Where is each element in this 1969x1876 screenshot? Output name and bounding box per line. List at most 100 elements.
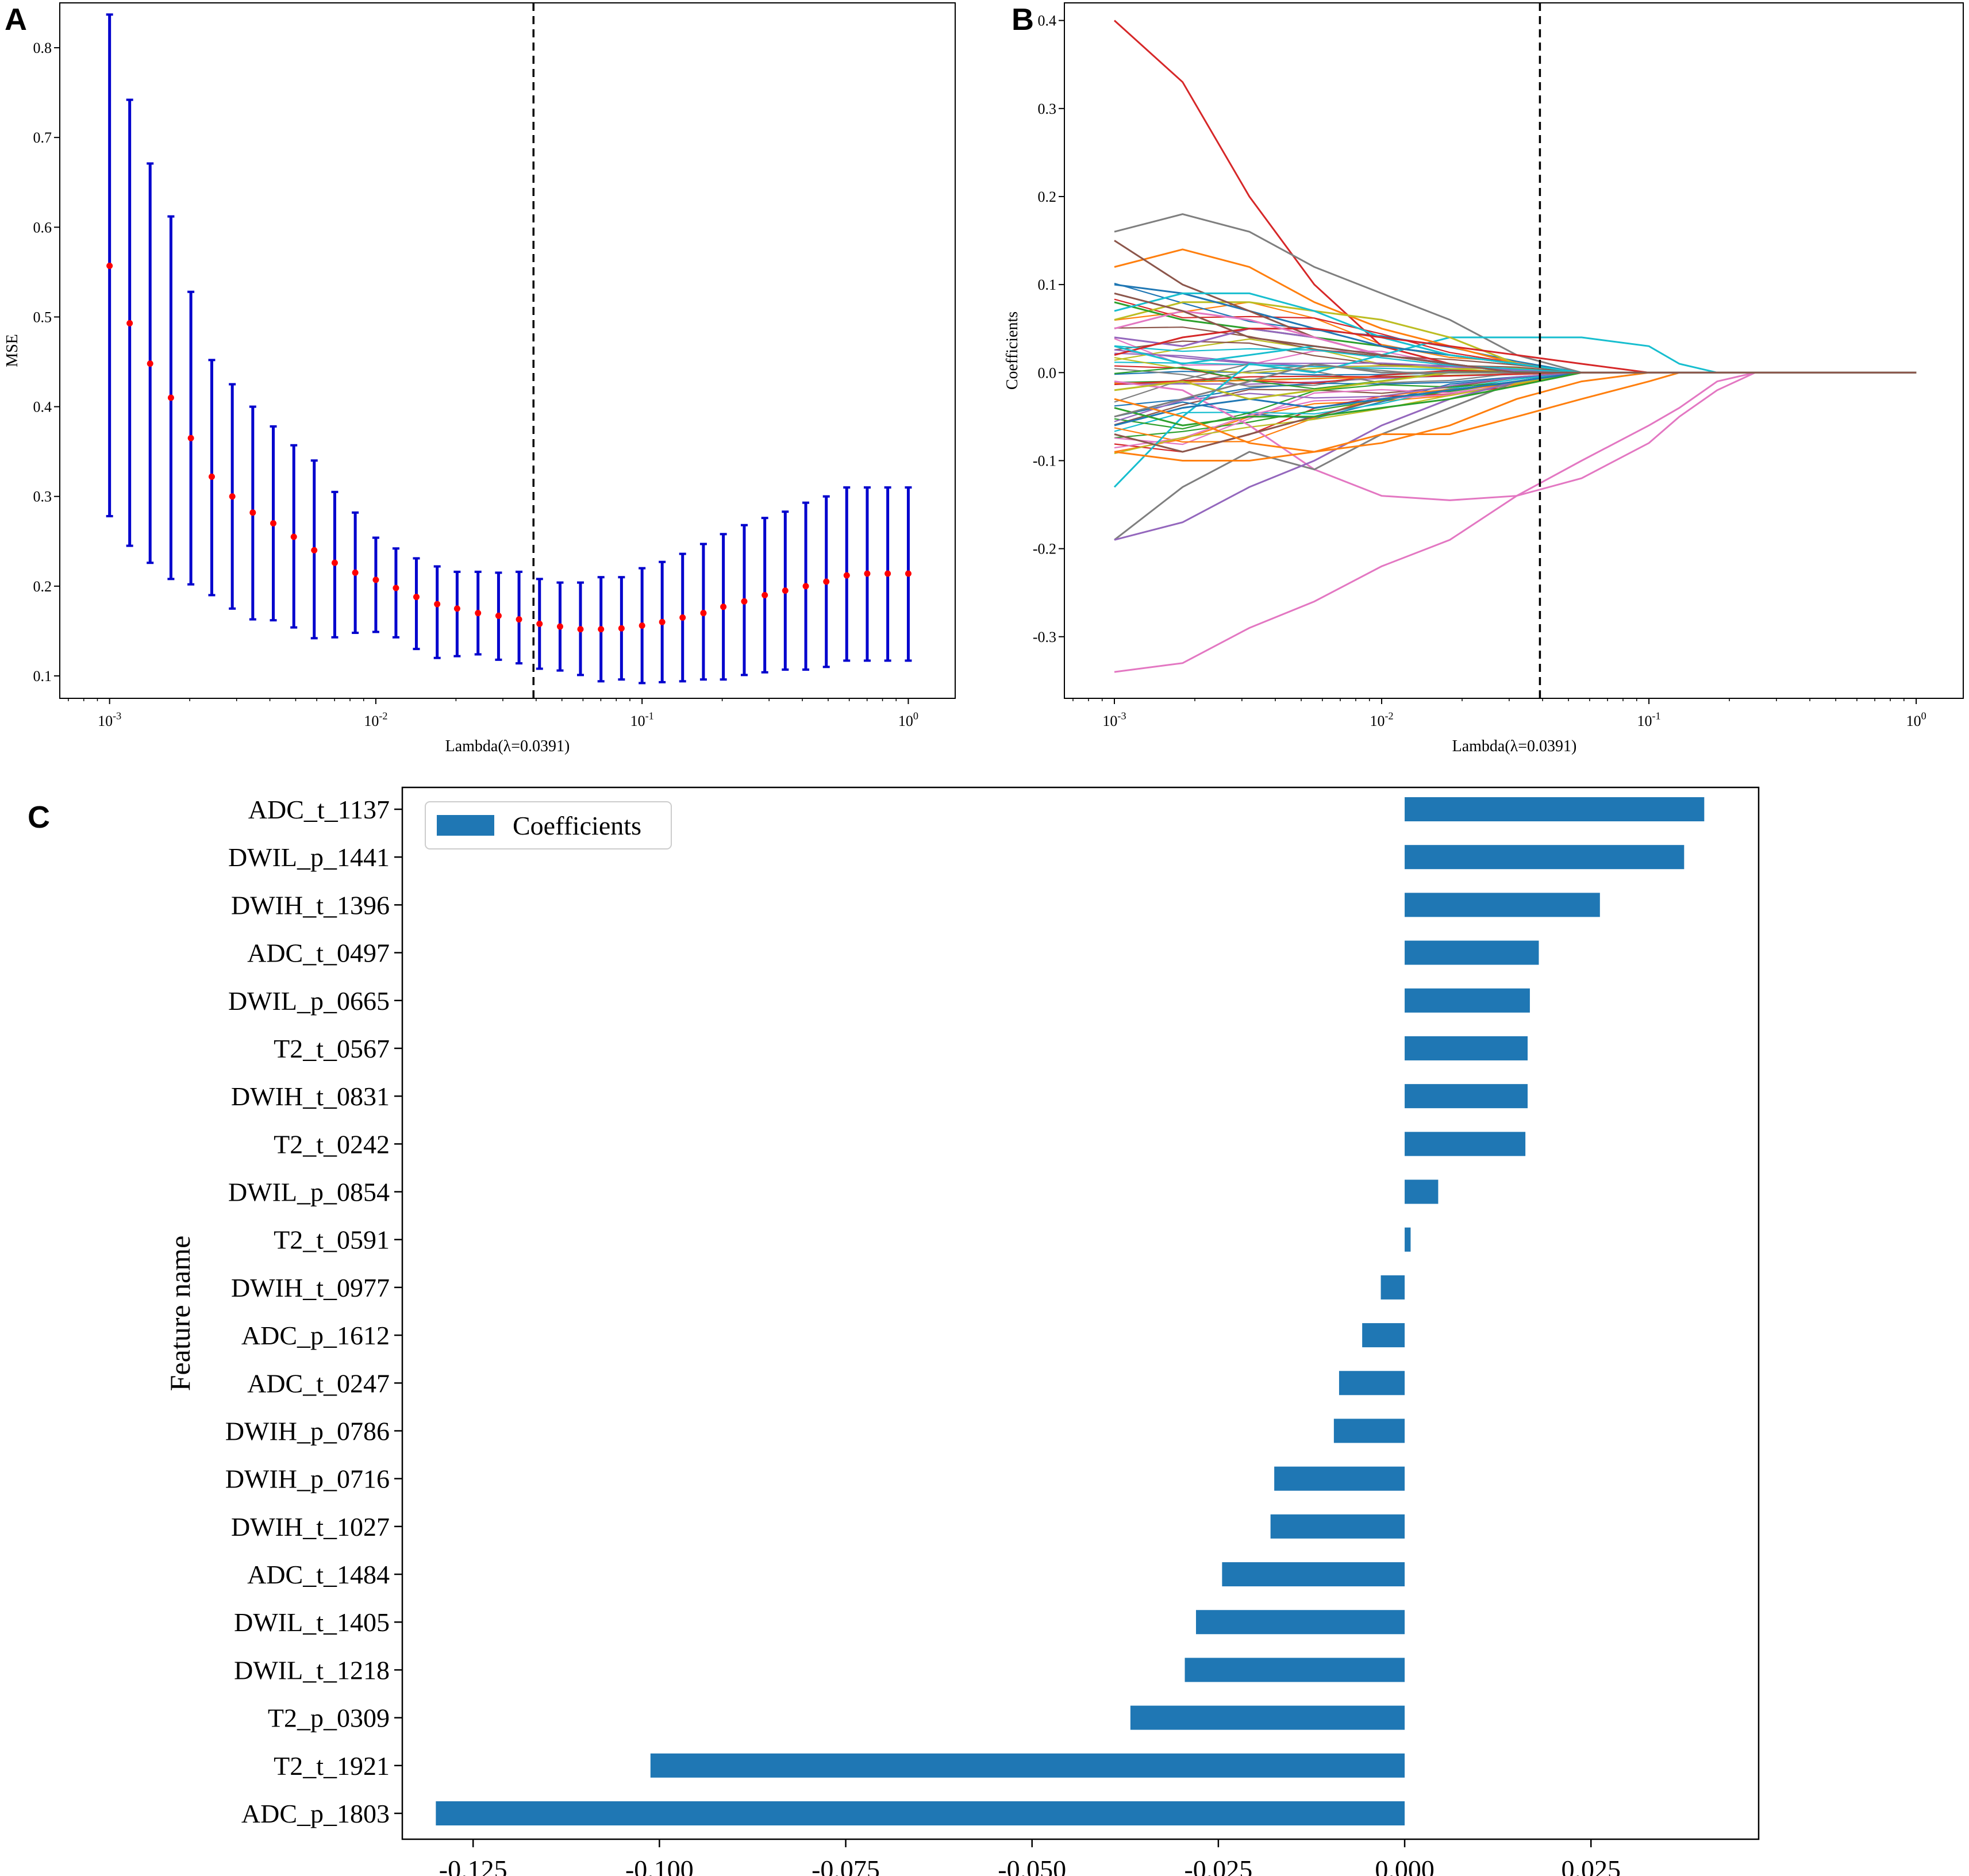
panel-c-feature-label: DWIH_t_0831 — [231, 1082, 390, 1111]
panel-c-xtick-label: -0.050 — [998, 1855, 1066, 1876]
panel-c-legend: Coefficients — [425, 801, 672, 849]
panel-c-bar — [1270, 1514, 1405, 1539]
panel-b-ytick-label: 0.0 — [1038, 364, 1057, 381]
panel-c-xtick-label: 0.000 — [1375, 1855, 1435, 1876]
panel-a-ytick-label: 0.8 — [33, 40, 52, 56]
panel-a-xlabel: Lambda(λ=0.0391) — [445, 737, 570, 755]
panel-c-bar — [1405, 1179, 1439, 1204]
panel-a-xtick-label: 10-3 — [98, 710, 121, 729]
panel-b-ytick-label: 0.1 — [1038, 276, 1057, 293]
panel-b-coefficient-path — [1114, 328, 1917, 374]
panel-b-coefficient-path — [1114, 292, 1917, 374]
panel-c-feature-label: ADC_t_1484 — [247, 1560, 390, 1589]
panel-c-plot-frame — [401, 786, 1760, 1840]
panel-a-mse-point — [290, 533, 297, 540]
panel-c-bar — [1405, 1132, 1526, 1156]
panel-c-bar — [650, 1753, 1405, 1778]
panel-a-marks: 10-3 10-2 10-1 100 0.1 0.2 0.3 0.4 0.5 0.6 0.7 0.8 — [33, 3, 918, 729]
panel-c-bar — [1405, 940, 1539, 965]
panel-a-mse-point — [187, 435, 194, 441]
panel-a-mse-point — [208, 473, 215, 480]
panel-a-mse-point — [843, 572, 850, 579]
panel-c-bar — [1185, 1658, 1405, 1682]
panel-a-mse-point — [106, 262, 113, 269]
panel-b-coefficient-path — [1114, 283, 1917, 374]
panel-c-xtick-label: -0.100 — [625, 1855, 694, 1876]
panel-c-bar — [1405, 893, 1600, 917]
panel-a-ytick-label: 0.7 — [33, 129, 52, 146]
legend-label: Coefficients — [513, 811, 641, 840]
panel-a-mse-point — [434, 601, 441, 608]
panel-a-mse-point — [577, 626, 584, 633]
panel-a-ytick-label: 0.4 — [33, 399, 52, 416]
panel-c-feature-label: DWIL_t_1218 — [234, 1655, 390, 1685]
panel-a-mse-point — [762, 591, 768, 598]
panel-b-xtick-label: 10-2 — [1370, 710, 1393, 729]
panel-a-mse-point — [556, 623, 563, 630]
panel-a-mse-point — [823, 578, 830, 585]
panel-a-mse-point — [495, 612, 502, 619]
panel-c-xtick-label: -0.075 — [812, 1855, 880, 1876]
panel-a-mse-point — [618, 625, 625, 632]
panel-b-ytick-label: 0.3 — [1038, 101, 1057, 117]
panel-b-xtick-label: 10-3 — [1102, 710, 1126, 729]
panel-c-feature-label: DWIL_p_0854 — [228, 1178, 390, 1207]
panel-c-xtick-label: 0.025 — [1561, 1855, 1621, 1876]
panel-a-mse-point — [536, 620, 543, 627]
panel-b-coefficient-path — [1114, 371, 1917, 501]
panel-c-feature-label: ADC_t_1137 — [248, 795, 390, 824]
panel-a-mse-point — [782, 587, 789, 594]
panel-c-bar — [1362, 1323, 1405, 1348]
panel-a-xtick-label: 10-1 — [630, 710, 654, 729]
panel-c-bar — [1405, 1227, 1411, 1252]
panel-a-mse-point — [905, 570, 912, 577]
panel-b-plot-frame — [1064, 2, 1964, 699]
panel-a-mse-point — [700, 610, 707, 617]
panel-a-ytick-label: 0.5 — [33, 309, 52, 325]
panel-a-mse-point — [475, 610, 482, 617]
panel-a-mse-chart: 10-3 10-2 10-1 1000.10.20.30.40.50.60.70.8 … — [3, 2, 956, 755]
panel-c-feature-label: DWIH_p_0786 — [225, 1416, 390, 1446]
panel-c-bar — [1222, 1562, 1405, 1587]
panel-a-mse-point — [229, 493, 236, 500]
panel-a-plot-frame — [59, 2, 956, 699]
panel-label-a: A — [5, 2, 27, 37]
panel-label-b: B — [1012, 2, 1034, 37]
panel-c-feature-label: DWIL_p_1441 — [228, 843, 390, 872]
panel-c-bar — [1130, 1705, 1405, 1730]
panel-a-mse-point — [864, 570, 871, 577]
panel-c-feature-label: T2_t_0591 — [274, 1225, 390, 1255]
panel-b-xtick-label: 10-1 — [1637, 710, 1660, 729]
panel-c-bar — [1405, 988, 1530, 1013]
panel-c-feature-label: ADC_p_1612 — [241, 1321, 390, 1350]
panel-b-coefficient-path — [1114, 371, 1917, 541]
panel-b-ytick-label: 0.4 — [1038, 13, 1057, 29]
panel-a-mse-point — [639, 622, 645, 629]
panel-a-mse-point — [126, 320, 133, 326]
panel-a-ytick-label: 0.1 — [33, 668, 52, 685]
panel-b-coefficient-path — [1114, 282, 1917, 374]
panel-c-bar — [1339, 1371, 1405, 1396]
panel-c-bar — [1195, 1610, 1405, 1635]
panel-b-xlabel: Lambda(λ=0.0391) — [1452, 737, 1577, 755]
panel-c-bar — [1405, 1036, 1528, 1060]
panel-label-c: C — [28, 800, 50, 835]
panel-a-mse-point — [598, 626, 605, 633]
panel-c-feature-label: T2_t_0567 — [274, 1034, 390, 1063]
panel-c-bar — [1405, 1084, 1528, 1109]
panel-a-mse-point — [720, 603, 727, 610]
panel-c-bar — [1274, 1466, 1405, 1491]
panel-c-feature-label: ADC_p_1803 — [241, 1799, 390, 1828]
panel-b-ytick-label: 0.2 — [1038, 189, 1057, 205]
panel-c-feature-label: ADC_t_0247 — [247, 1368, 390, 1398]
panel-a-mse-point — [331, 559, 338, 566]
panel-c-feature-label: DWIH_p_0716 — [225, 1464, 390, 1494]
panel-a-mse-point — [659, 618, 666, 625]
panel-a-mse-point — [413, 594, 420, 601]
panel-a-mse-point — [679, 614, 686, 621]
panel-c-bar — [1405, 845, 1685, 870]
panel-b-coefficient-path — [1114, 328, 1917, 374]
panel-c-feature-label: ADC_t_0497 — [247, 939, 390, 968]
panel-a-ytick-label: 0.2 — [33, 578, 52, 595]
